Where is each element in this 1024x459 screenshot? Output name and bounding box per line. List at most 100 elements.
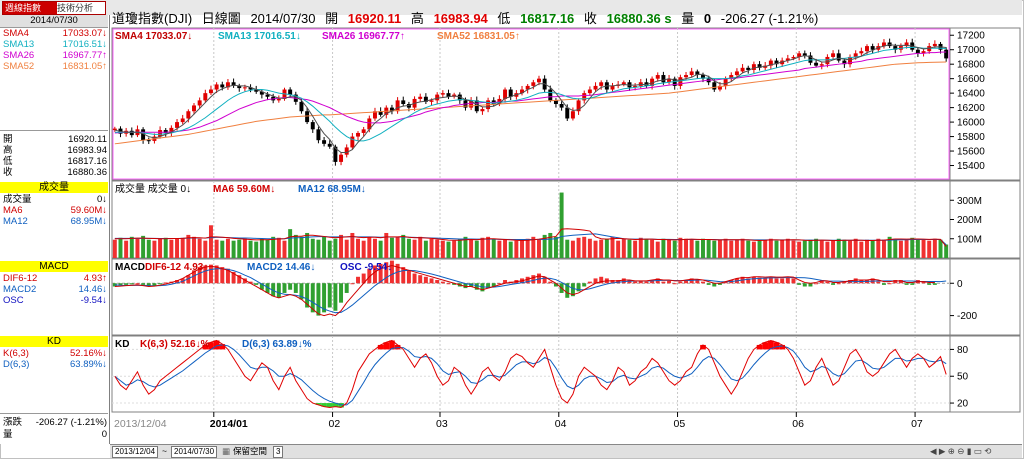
- close-row: 收 16880.36: [3, 168, 107, 178]
- macd-osc-bar: [876, 281, 881, 284]
- volume-bar: [112, 239, 117, 258]
- osc-label: OSC: [3, 295, 24, 306]
- top-toolbar: 週線指數 技術分析: [0, 0, 1022, 15]
- candle-body: [808, 55, 813, 63]
- volume-bar: [717, 239, 722, 258]
- candle-body: [740, 67, 745, 72]
- price-legend-item: SMA26 16967.77↑: [322, 31, 405, 42]
- price-tick-label: 16400: [957, 89, 985, 100]
- volume-bar: [638, 237, 643, 258]
- volume-bar: [361, 240, 366, 258]
- vol-value: 0: [101, 429, 107, 440]
- change-title-value: -206.27 (-1.21%): [720, 11, 819, 26]
- macd-osc-bar: [242, 278, 247, 284]
- macd-tick-label: 0: [957, 279, 963, 290]
- change-label: 漲跌: [3, 417, 23, 428]
- chart-toolbar-icons[interactable]: ◀ ▶ ⊕ ⊖ ▮ ▭ ⟲: [930, 446, 992, 456]
- volume-bar: [520, 239, 524, 258]
- candle-body: [689, 71, 694, 76]
- volume-bar: [457, 238, 462, 258]
- macd-osc-bar: [259, 283, 264, 290]
- macd-osc-bar: [825, 281, 830, 284]
- candle-body: [932, 43, 937, 47]
- macd-osc-bar: [406, 270, 411, 284]
- volume-bar: [248, 240, 253, 258]
- macd-osc-bar: [282, 283, 287, 293]
- price-tick-label: 16600: [957, 74, 985, 85]
- candle-body: [684, 75, 689, 78]
- tab-weekly-index[interactable]: 週線指數: [3, 2, 57, 14]
- sidebar-divider-bottom: [0, 413, 108, 414]
- volume-bar: [158, 238, 163, 258]
- volume-bar: [706, 239, 711, 258]
- candle-body: [768, 60, 773, 66]
- macd-osc-bar: [316, 283, 321, 316]
- time-axis-label: 04: [555, 418, 567, 430]
- volume-bar: [689, 239, 694, 258]
- macd-osc-bar: [932, 283, 937, 285]
- candle-body: [429, 100, 434, 102]
- macd-osc-bar: [927, 283, 932, 285]
- macd-osc-bar: [152, 283, 157, 286]
- candle-body: [367, 118, 372, 130]
- candle-body: [440, 93, 445, 95]
- kd-tick-label: 80: [957, 345, 969, 356]
- macd-osc-bar: [146, 283, 151, 287]
- candle-body: [587, 89, 592, 94]
- start-date-field[interactable]: 2013/12/04: [112, 446, 159, 458]
- candle-body: [146, 140, 151, 142]
- ma12-arrow: ↓: [102, 216, 107, 227]
- vol-title-label: 量: [681, 11, 695, 26]
- volume-bar: [163, 237, 168, 258]
- volume-bar: [932, 238, 937, 258]
- macd-osc-bar: [570, 283, 575, 297]
- volume-bar: [186, 234, 191, 258]
- candle-body: [356, 132, 360, 137]
- volume-row: 成交量 0↓: [3, 195, 107, 205]
- volume-bar: [927, 240, 932, 258]
- macd-osc-bar: [452, 283, 457, 285]
- macd-osc-bar: [695, 280, 700, 284]
- volume-legend-item: MA12 68.95M↓: [298, 184, 366, 195]
- candle-body: [831, 53, 836, 57]
- tab-technical-analysis[interactable]: 技術分析: [57, 3, 94, 13]
- volume-value: 0: [96, 194, 103, 205]
- sma4-value: 17033.07: [62, 28, 103, 39]
- open-value: 16920.11: [68, 134, 107, 145]
- volume-bar: [593, 240, 598, 258]
- volume-bar: [780, 239, 785, 258]
- sma13-value: 17016.51: [62, 39, 103, 50]
- volume-bar: [621, 238, 626, 258]
- volume-bar: [463, 236, 468, 258]
- candle-body: [192, 105, 196, 112]
- candle-body: [231, 82, 236, 86]
- macd-osc-bar: [220, 267, 225, 284]
- volume-bar: [214, 239, 219, 258]
- sma13-row: SMA13 17016.51↓: [3, 40, 107, 50]
- sidebar-divider: [0, 130, 108, 131]
- volume-bar: [322, 236, 327, 258]
- macd-osc-bar: [214, 265, 219, 284]
- keep-space-value[interactable]: 3: [273, 446, 284, 458]
- open-row: 開 16920.11: [3, 135, 107, 145]
- candle-body: [825, 56, 830, 65]
- macd-osc-bar: [418, 275, 423, 284]
- macd-osc-bar: [780, 278, 785, 284]
- volume-bar: [288, 229, 293, 258]
- volume-bar: [814, 238, 819, 258]
- volume-bar: [293, 234, 298, 258]
- volume-bar: [610, 236, 615, 258]
- candle-body: [327, 143, 332, 147]
- d-arrow: ↓: [102, 359, 107, 370]
- macd-osc-bar: [616, 280, 621, 284]
- macd-osc-bar: [344, 283, 349, 293]
- macd-osc-bar: [129, 283, 134, 285]
- macd-legend-item: MACD2 14.46↓: [247, 262, 315, 273]
- keep-space-icon[interactable]: ▦: [222, 446, 231, 456]
- volume-bar: [774, 240, 779, 258]
- volume-bar: [740, 238, 745, 258]
- volume-bar: [220, 240, 225, 258]
- volume-bar: [480, 237, 485, 258]
- volume-bar: [389, 237, 394, 258]
- end-date-field[interactable]: 2014/07/30: [171, 446, 218, 458]
